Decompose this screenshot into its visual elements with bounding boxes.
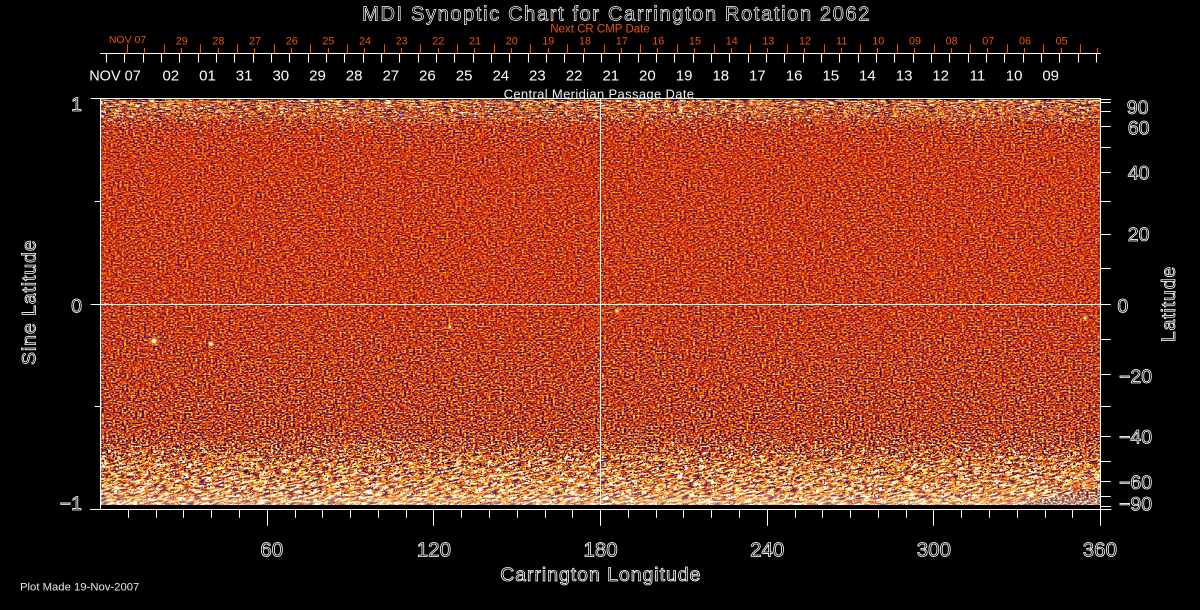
svg-text:29: 29 <box>309 68 326 85</box>
svg-text:26: 26 <box>419 68 436 85</box>
svg-text:12: 12 <box>932 68 949 85</box>
svg-text:23: 23 <box>396 36 408 48</box>
svg-text:31: 31 <box>236 68 253 85</box>
svg-text:16: 16 <box>786 68 803 85</box>
svg-text:Latitude: Latitude <box>1158 266 1180 343</box>
svg-text:19: 19 <box>542 36 554 48</box>
svg-text:02: 02 <box>162 68 179 85</box>
svg-text:MDI Synoptic Chart for Carring: MDI Synoptic Chart for Carrington Rotati… <box>362 3 871 25</box>
svg-text:19: 19 <box>676 68 693 85</box>
svg-text:05: 05 <box>1056 36 1068 48</box>
svg-text:NOV 07: NOV 07 <box>109 34 147 46</box>
svg-text:20: 20 <box>1128 224 1150 246</box>
svg-text:120: 120 <box>417 539 451 562</box>
svg-text:−40: −40 <box>1119 427 1152 449</box>
svg-text:11: 11 <box>836 36 847 48</box>
svg-text:Sine Latitude: Sine Latitude <box>19 239 41 365</box>
svg-text:26: 26 <box>286 36 298 48</box>
svg-text:11: 11 <box>970 68 986 85</box>
svg-text:180: 180 <box>583 539 617 562</box>
svg-text:25: 25 <box>322 36 334 48</box>
svg-text:28: 28 <box>212 36 224 48</box>
svg-text:Carrington Longitude: Carrington Longitude <box>500 564 701 586</box>
svg-text:18: 18 <box>712 68 729 85</box>
svg-text:24: 24 <box>359 36 371 48</box>
svg-text:0: 0 <box>71 295 82 317</box>
svg-text:17: 17 <box>749 68 766 85</box>
svg-text:06: 06 <box>1019 36 1031 48</box>
svg-text:12: 12 <box>799 36 811 48</box>
svg-text:40: 40 <box>1128 162 1150 184</box>
svg-text:Plot Made 19-Nov-2007: Plot Made 19-Nov-2007 <box>20 582 139 594</box>
svg-text:18: 18 <box>579 36 591 48</box>
svg-text:14: 14 <box>726 36 738 48</box>
svg-text:17: 17 <box>616 36 628 48</box>
svg-text:15: 15 <box>822 68 839 85</box>
svg-text:25: 25 <box>456 68 473 85</box>
svg-text:27: 27 <box>382 68 399 85</box>
svg-text:20: 20 <box>506 36 518 48</box>
svg-text:28: 28 <box>346 68 363 85</box>
svg-text:10: 10 <box>872 36 884 48</box>
svg-text:240: 240 <box>750 539 784 562</box>
svg-text:60: 60 <box>1128 117 1150 139</box>
svg-text:21: 21 <box>469 36 481 48</box>
svg-text:16: 16 <box>652 36 664 48</box>
svg-text:22: 22 <box>566 68 583 85</box>
svg-text:07: 07 <box>982 36 994 48</box>
svg-text:09: 09 <box>909 36 921 48</box>
svg-text:30: 30 <box>272 68 289 85</box>
svg-text:10: 10 <box>1006 68 1023 85</box>
svg-text:29: 29 <box>176 36 188 48</box>
svg-text:08: 08 <box>946 36 958 48</box>
svg-text:−20: −20 <box>1119 366 1152 388</box>
svg-text:Next CR CMP Date: Next CR CMP Date <box>550 23 649 35</box>
svg-text:23: 23 <box>529 68 546 85</box>
svg-text:360: 360 <box>1083 539 1117 562</box>
svg-text:13: 13 <box>762 36 774 48</box>
svg-text:90: 90 <box>1127 97 1149 119</box>
svg-text:01: 01 <box>199 68 216 85</box>
svg-text:1: 1 <box>71 94 82 116</box>
svg-text:0: 0 <box>1117 296 1128 318</box>
svg-text:−60: −60 <box>1119 472 1152 494</box>
svg-text:13: 13 <box>896 68 913 85</box>
svg-text:09: 09 <box>1042 68 1059 85</box>
svg-text:Central Meridian Passage Date: Central Meridian Passage Date <box>504 86 695 101</box>
svg-text:20: 20 <box>639 68 656 85</box>
svg-text:−90: −90 <box>1119 494 1152 516</box>
svg-text:60: 60 <box>260 539 283 562</box>
svg-text:22: 22 <box>432 36 444 48</box>
svg-text:27: 27 <box>249 36 261 48</box>
svg-text:21: 21 <box>602 68 619 85</box>
svg-text:−1: −1 <box>60 493 82 515</box>
svg-text:24: 24 <box>492 68 509 85</box>
svg-text:14: 14 <box>859 68 876 85</box>
svg-text:300: 300 <box>917 539 951 562</box>
svg-text:15: 15 <box>689 36 701 48</box>
svg-text:NOV 07: NOV 07 <box>89 69 141 85</box>
